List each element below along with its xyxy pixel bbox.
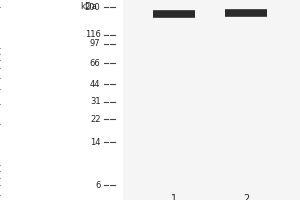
Text: 44: 44	[90, 80, 101, 89]
Text: 14: 14	[90, 138, 101, 147]
Text: 22: 22	[90, 115, 101, 124]
Text: 6: 6	[95, 181, 100, 190]
Text: 31: 31	[90, 97, 101, 106]
Text: 2: 2	[243, 194, 249, 200]
Text: 116: 116	[85, 30, 101, 39]
Text: 66: 66	[90, 59, 101, 68]
Text: kDa: kDa	[80, 2, 97, 11]
Text: 200: 200	[85, 3, 100, 12]
Bar	[123, 0, 300, 200]
Text: 97: 97	[90, 39, 101, 48]
Text: 1: 1	[171, 194, 177, 200]
